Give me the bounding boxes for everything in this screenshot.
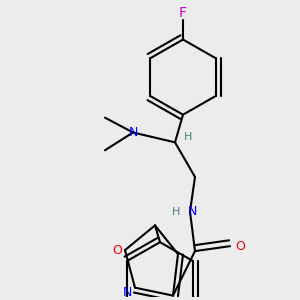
Text: N: N xyxy=(128,126,138,139)
Text: O: O xyxy=(112,244,122,256)
Text: F: F xyxy=(179,6,187,20)
Text: O: O xyxy=(235,240,245,253)
Text: N: N xyxy=(187,205,197,218)
Text: N: N xyxy=(122,286,132,299)
Text: H: H xyxy=(184,132,192,142)
Text: H: H xyxy=(172,207,180,217)
